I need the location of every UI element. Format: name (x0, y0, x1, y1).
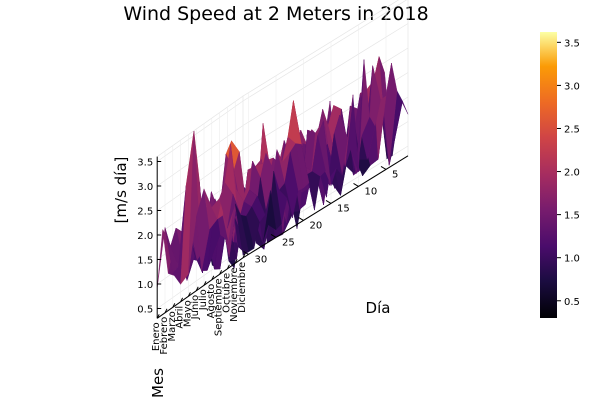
month-tick-label: Mayo (182, 300, 193, 327)
month-tick-label: Febrero (159, 317, 170, 355)
day-tick-mark (298, 216, 304, 221)
month-tick-mark (164, 308, 168, 314)
wind-speed-surface (157, 55, 409, 289)
axes: 0.5 1.0 1.5 2.0 2.5 3.0 3.5 EneroFebreroMarzoAb… (137, 155, 409, 355)
month-tick-label: Enero (151, 322, 162, 351)
chart-title: Wind Speed at 2 Meters in 2018 (123, 3, 428, 25)
month-tick-label: Abril (175, 306, 186, 329)
month-tick-mark (226, 264, 230, 270)
month-tick-mark (234, 259, 238, 264)
colorbar-tick-label: 2.0 (564, 168, 580, 179)
month-tick-mark (195, 286, 199, 292)
month-tick-label: Marzo (167, 311, 178, 341)
day-tick-label: 15 (337, 203, 350, 214)
month-tick-label: Septiembre (214, 278, 225, 336)
day-tick-mark (270, 233, 277, 238)
month-tick-label: Noviembre (229, 267, 240, 322)
z-tick-label: 2.0 (137, 231, 153, 242)
z-tick-label: 0.5 (137, 305, 153, 316)
surface-face (287, 100, 302, 145)
colorbar-tick-label: 3.0 (564, 81, 580, 92)
month-tick-label: Agosto (206, 284, 217, 319)
y-axis-label: Día (366, 299, 391, 317)
day-tick-mark (243, 250, 249, 255)
month-tick-label: Diciembre (237, 262, 248, 313)
z-tick-label: 3.0 (137, 182, 153, 193)
month-tick-mark (219, 270, 223, 275)
day-tick-label: 30 (255, 254, 268, 265)
z-tick-label: 3.5 (137, 158, 153, 169)
month-tick-mark (203, 281, 207, 286)
month-tick-label: Julio (198, 289, 209, 311)
colorbar-ticks: 0.5 1.0 1.5 2.0 2.5 3.0 3.5 (557, 38, 580, 308)
day-tick-mark (325, 199, 332, 204)
colorbar-tick-label: 0.5 (564, 297, 580, 308)
day-tick-label: 25 (282, 237, 295, 248)
month-tick-mark (187, 292, 191, 297)
colorbar (540, 32, 557, 318)
z-tick-label: 1.0 (137, 280, 153, 291)
z-tick-label: 1.5 (137, 256, 153, 267)
surface-face (235, 203, 249, 256)
month-tick-mark (172, 303, 176, 308)
day-tick-label: 5 (392, 169, 398, 180)
colorbar-tick-label: 2.5 (564, 124, 580, 135)
month-tick-mark (156, 314, 160, 319)
colorbar-tick-label: 1.0 (564, 254, 580, 265)
z-tick-label: 2.5 (137, 207, 153, 218)
month-tick-mark (211, 275, 215, 281)
x-axis-label: Mes (149, 368, 167, 398)
month-tick-label: Junio (190, 295, 201, 321)
day-tick-mark (353, 182, 359, 187)
day-tick-label: 20 (310, 220, 323, 231)
day-tick-label: 10 (365, 186, 378, 197)
month-tick-label: Octubre (221, 273, 232, 313)
colorbar-tick-label: 1.5 (564, 211, 580, 222)
month-tick-mark (180, 297, 184, 303)
z-axis-label: [m/s día] (112, 157, 130, 224)
day-tick-mark (380, 165, 387, 170)
colorbar-tick-label: 3.5 (564, 38, 580, 49)
